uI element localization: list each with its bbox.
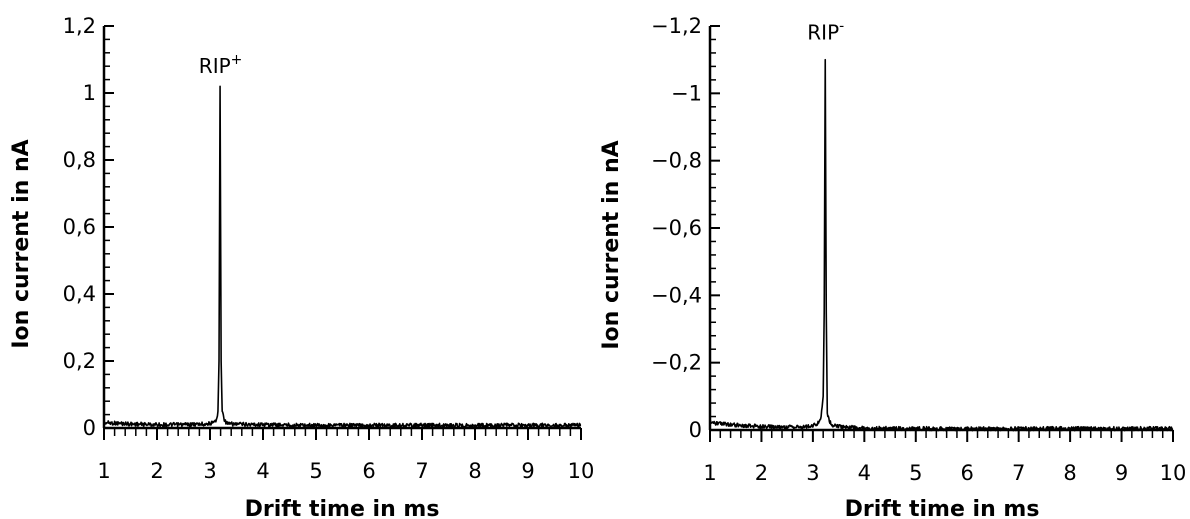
x-tick-label: 2 bbox=[150, 459, 163, 483]
peak-annotation-superscript: - bbox=[839, 18, 844, 34]
y-tick-label: 0 bbox=[689, 418, 702, 442]
x-tick-label: 9 bbox=[521, 459, 534, 483]
x-tick-label: 4 bbox=[858, 461, 871, 485]
x-tick-label: 5 bbox=[309, 459, 322, 483]
y-tick-label: 0,4 bbox=[63, 282, 96, 306]
y-axis-title: Ion current in nA bbox=[599, 140, 624, 349]
x-tick-label: 8 bbox=[468, 459, 481, 483]
x-axis-title: Drift time in ms bbox=[845, 497, 1040, 519]
y-tick-label: −0,8 bbox=[651, 149, 702, 173]
x-tick-label: 5 bbox=[909, 461, 922, 485]
series-line bbox=[709, 58, 1174, 432]
x-tick-label: 1 bbox=[97, 459, 110, 483]
y-tick-label: 0,2 bbox=[63, 349, 96, 373]
x-tick-label: 8 bbox=[1063, 461, 1076, 485]
y-tick-label: −0,6 bbox=[651, 216, 702, 240]
x-tick-label: 6 bbox=[362, 459, 375, 483]
x-tick-label: 7 bbox=[1012, 461, 1025, 485]
x-tick-label: 10 bbox=[568, 459, 595, 483]
y-tick-label: −0,2 bbox=[651, 351, 702, 375]
peak-annotation: RIP- bbox=[807, 18, 844, 44]
x-tick-label: 1 bbox=[703, 461, 716, 485]
y-axis-title: Ion current in nA bbox=[9, 139, 34, 348]
x-tick-label: 3 bbox=[203, 459, 216, 483]
x-tick-label: 6 bbox=[961, 461, 974, 485]
y-tick-label: −1 bbox=[671, 81, 702, 105]
y-tick-label: −1,2 bbox=[651, 14, 702, 38]
x-tick-label: 7 bbox=[415, 459, 428, 483]
y-tick-label: 1 bbox=[83, 81, 96, 105]
x-tick-label: 10 bbox=[1160, 461, 1187, 485]
x-axis-title: Drift time in ms bbox=[245, 497, 440, 519]
x-tick-label: 9 bbox=[1115, 461, 1128, 485]
chart-panel-1: 0 0,2 0,4 0,6 0,8 1 1,2 1 2 3 4 5 6 7 8 9 10 Drift time i… bbox=[9, 14, 594, 519]
y-tick-label: −0,4 bbox=[651, 283, 702, 307]
y-tick-label: 0,6 bbox=[63, 215, 96, 239]
y-tick-label: 0,8 bbox=[63, 148, 96, 172]
peak-annotation-text: RIP bbox=[199, 54, 231, 78]
x-tick-label: 3 bbox=[806, 461, 819, 485]
peak-annotation-text: RIP bbox=[807, 20, 839, 44]
chart-panel-2: 0 −0,2 −0,4 −0,6 −0,8 −1 −1,2 1 2 3 4 5 6 7 8 9 10 Drift … bbox=[599, 14, 1186, 519]
series-line bbox=[103, 85, 582, 429]
peak-annotation: RIP+ bbox=[199, 52, 243, 78]
y-tick-label: 0 bbox=[83, 416, 96, 440]
peak-annotation-superscript: + bbox=[231, 52, 243, 68]
x-tick-label: 2 bbox=[755, 461, 768, 485]
x-tick-label: 4 bbox=[256, 459, 269, 483]
y-tick-label: 1,2 bbox=[63, 14, 96, 38]
